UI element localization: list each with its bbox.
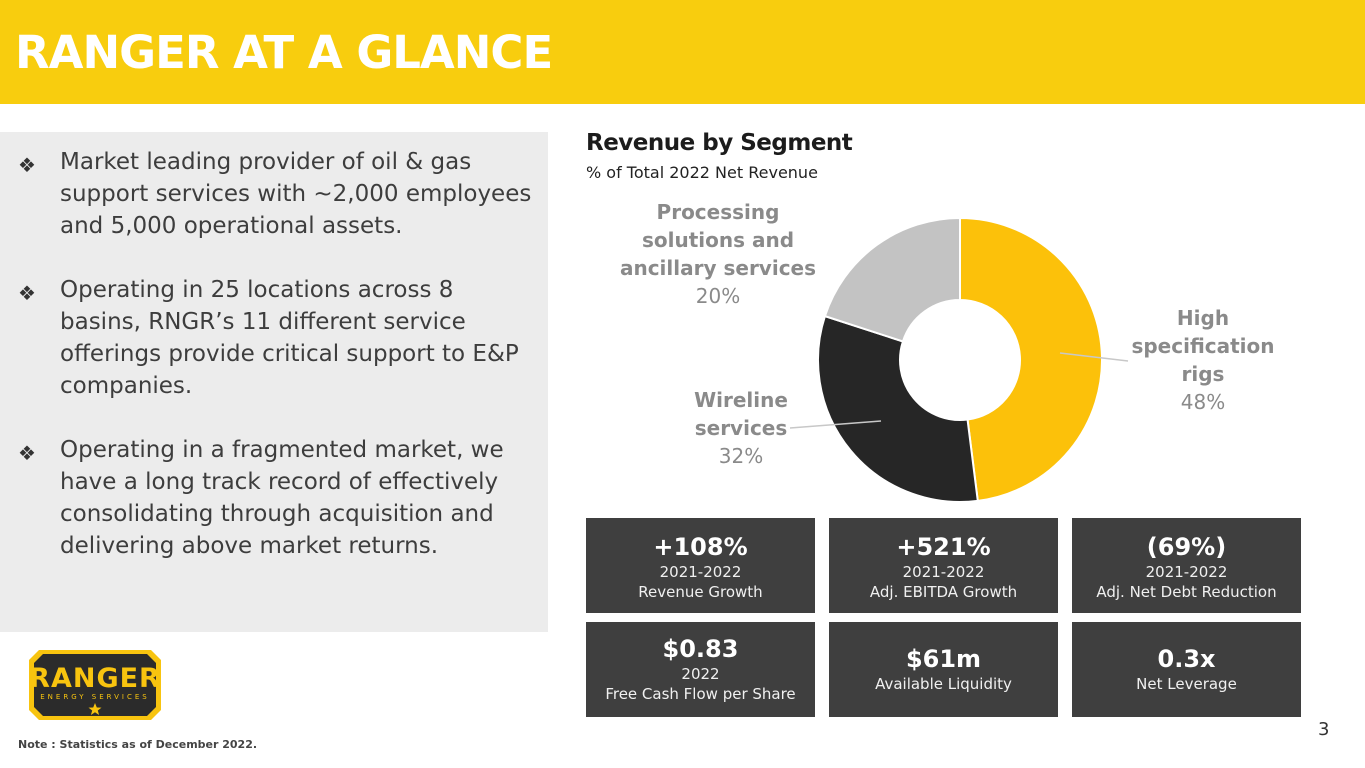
stat-card-revenue-growth: +108% 2021-2022 Revenue Growth — [586, 518, 815, 613]
stat-card-free-cash-flow: $0.83 2022 Free Cash Flow per Share — [586, 622, 815, 717]
footnote: Note : Statistics as of December 2022. — [18, 738, 258, 751]
slice-label: 20% — [695, 284, 741, 308]
stat-value: (69%) — [1146, 533, 1227, 561]
stat-card-net-debt-reduction: (69%) 2021-2022 Adj. Net Debt Reduction — [1072, 518, 1301, 613]
stat-card-ebitda-growth: +521% 2021-2022 Adj. EBITDA Growth — [829, 518, 1058, 613]
list-item: ❖ Operating in a fragmented market, we h… — [18, 434, 538, 562]
diamond-cluster-icon: ❖ — [18, 441, 36, 465]
revenue-donut-chart — [817, 216, 1103, 503]
slice-label: 48% — [1180, 390, 1226, 414]
segment-label-processing: Processing solutions and ancillary servi… — [608, 198, 828, 310]
segment-label-wireline: Wireline services 32% — [672, 386, 810, 470]
bullet-text: Market leading provider of oil & gas sup… — [60, 149, 532, 239]
stat-value: +521% — [896, 533, 991, 561]
chart-title: Revenue by Segment — [586, 130, 853, 156]
stat-value: $0.83 — [662, 635, 739, 663]
star-icon — [88, 703, 102, 715]
stat-value: +108% — [653, 533, 748, 561]
donut-slice-0 — [959, 216, 1103, 502]
ranger-logo: RANGER ENERGY SERVICES — [29, 650, 161, 720]
page-title: RANGER AT A GLANCE — [15, 26, 553, 79]
stat-card-liquidity: $61m Available Liquidity — [829, 622, 1058, 717]
diamond-cluster-icon: ❖ — [18, 153, 36, 177]
stat-value: 0.3x — [1157, 645, 1216, 673]
diamond-cluster-icon: ❖ — [18, 281, 36, 305]
page-number: 3 — [1318, 719, 1330, 740]
highlights-list: ❖ Market leading provider of oil & gas s… — [18, 146, 538, 594]
bullet-text: Operating in a fragmented market, we hav… — [60, 437, 504, 559]
logo-brand: RANGER — [29, 663, 161, 694]
chart-subtitle: % of Total 2022 Net Revenue — [586, 163, 818, 182]
header-bar: RANGER AT A GLANCE — [0, 0, 1365, 104]
stat-value: $61m — [905, 645, 982, 673]
donut-slice-2 — [823, 216, 961, 343]
slice-label: 32% — [718, 444, 764, 468]
segment-label-rigs: High specification rigs 48% — [1122, 304, 1284, 416]
list-item: ❖ Operating in 25 locations across 8 bas… — [18, 274, 538, 402]
list-item: ❖ Market leading provider of oil & gas s… — [18, 146, 538, 242]
highlights-panel: ❖ Market leading provider of oil & gas s… — [0, 132, 548, 632]
stat-card-net-leverage: 0.3x Net Leverage — [1072, 622, 1301, 717]
donut-slice-1 — [817, 314, 979, 503]
logo-tagline: ENERGY SERVICES — [40, 693, 149, 701]
bullet-text: Operating in 25 locations across 8 basin… — [60, 277, 519, 399]
